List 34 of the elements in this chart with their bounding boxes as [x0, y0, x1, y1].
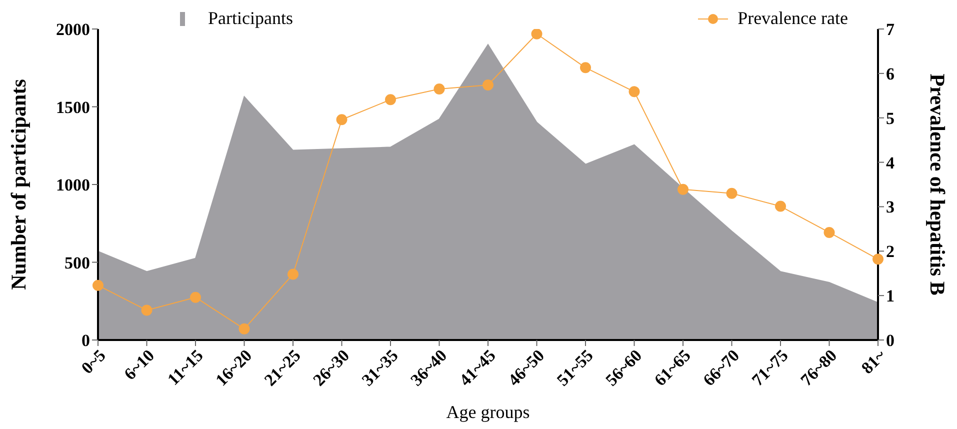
- point: [336, 114, 348, 126]
- x-axis-title: Age groups: [446, 402, 530, 422]
- y-axis-title: Number of participants: [6, 79, 30, 290]
- legend-label: Participants: [208, 8, 293, 29]
- point: [482, 79, 494, 90]
- y-tick-label: 2000: [56, 20, 90, 40]
- point: [288, 268, 298, 280]
- y2-tick-label: 4: [886, 153, 895, 172]
- y2-tick-label: 7: [886, 20, 895, 40]
- legend-label: Prevalence rate: [738, 8, 848, 29]
- y-tick-label: 1000: [56, 176, 90, 195]
- y-tick-label: 1500: [56, 98, 90, 117]
- point: [434, 83, 445, 94]
- y2-tick-label: 3: [886, 198, 894, 217]
- y2-tick-label: 1: [886, 286, 894, 306]
- x-tick-label: 6~10: [120, 346, 158, 384]
- y-tick-label: 500: [64, 253, 90, 272]
- point: [628, 86, 640, 98]
- point: [531, 29, 542, 40]
- point: [385, 94, 396, 106]
- point: [824, 226, 835, 238]
- point: [726, 188, 738, 199]
- point: [678, 184, 688, 195]
- point: [141, 304, 152, 316]
- y2-axis-title: Prevalence of hepatitis B: [926, 74, 950, 296]
- y2-tick-label: 2: [886, 242, 894, 262]
- point: [92, 280, 104, 291]
- point: [872, 254, 884, 265]
- point: [190, 292, 201, 303]
- point: [580, 62, 591, 74]
- y2-tick-label: 5: [886, 108, 894, 128]
- point: [775, 200, 786, 212]
- point: [238, 323, 250, 334]
- y2-tick-label: 6: [886, 64, 894, 84]
